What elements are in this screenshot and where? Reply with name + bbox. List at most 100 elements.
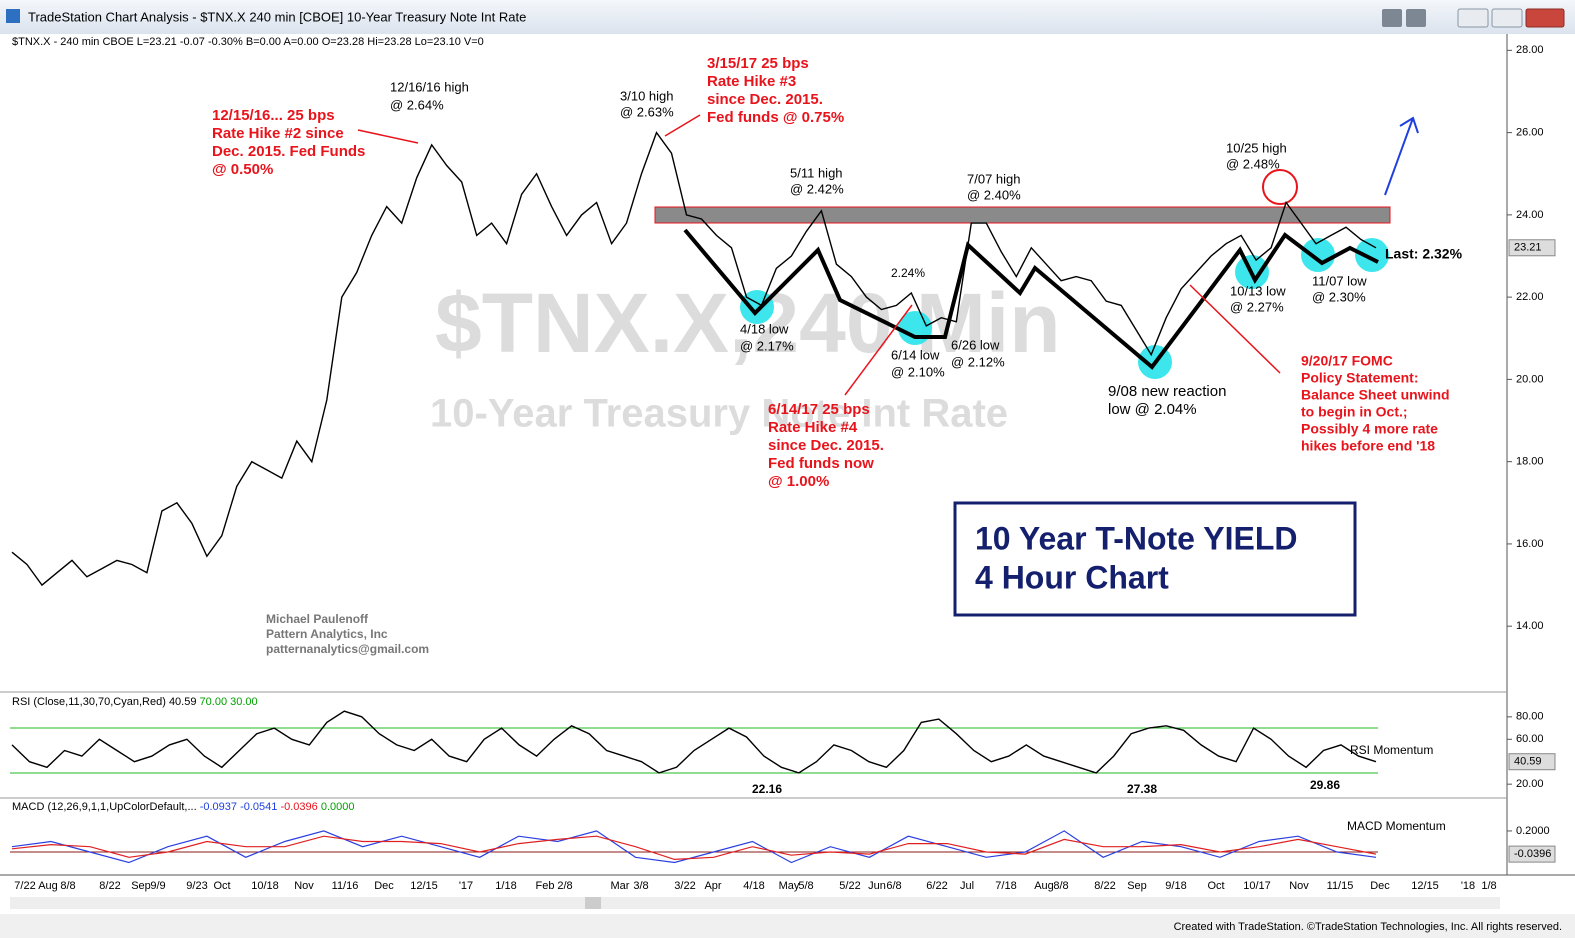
status-bar bbox=[0, 914, 1575, 938]
scroll-thumb[interactable] bbox=[585, 897, 601, 909]
annotation: @ 1.00% bbox=[768, 473, 829, 490]
low-marker bbox=[1355, 238, 1389, 272]
x-tick-label: 9/9 bbox=[150, 880, 165, 892]
header-part: -0.0937 bbox=[200, 801, 237, 813]
x-tick-label: 5/22 bbox=[839, 880, 860, 892]
annotation: @ 2.63% bbox=[620, 104, 674, 119]
credit: patternanalytics@gmail.com bbox=[266, 642, 429, 656]
x-tick-label: 7/18 bbox=[995, 880, 1016, 892]
credit: Pattern Analytics, Inc bbox=[266, 627, 388, 641]
pointer-line bbox=[664, 114, 701, 137]
pointer-line bbox=[357, 129, 419, 144]
annotation: Fed funds now bbox=[768, 455, 874, 472]
annotation: 9/08 new reaction bbox=[1108, 383, 1226, 400]
close-button[interactable] bbox=[1525, 8, 1565, 28]
annotation: low @ 2.04% bbox=[1108, 401, 1197, 418]
y-tick-label: 0.2000 bbox=[1516, 825, 1550, 837]
credit: Michael Paulenoff bbox=[266, 612, 369, 626]
annotation: 12/15/16... 25 bps bbox=[212, 107, 335, 124]
header-part: -0.0541 bbox=[240, 801, 277, 813]
minimize-button[interactable] bbox=[1457, 8, 1489, 28]
annotation: @ 2.40% bbox=[967, 187, 1021, 202]
y-tick-label: 60.00 bbox=[1516, 733, 1544, 745]
annotation: MACD Momentum bbox=[1347, 819, 1446, 833]
annotation: 2.24% bbox=[891, 266, 925, 280]
x-tick-label: '18 bbox=[1461, 880, 1475, 892]
x-tick-label: Jun bbox=[868, 880, 886, 892]
header-part: 40.59 bbox=[169, 696, 197, 708]
annotation: RSI Momentum bbox=[1350, 743, 1433, 757]
annotation: Rate Hike #4 bbox=[768, 419, 858, 436]
header-part: -0.0396 bbox=[280, 801, 317, 813]
annotation: 10/25 high bbox=[1226, 140, 1287, 155]
header-part: 0.0000 bbox=[321, 801, 355, 813]
y-tick-label: 16.00 bbox=[1516, 538, 1544, 550]
annotation: Dec. 2015. Fed Funds bbox=[212, 143, 365, 160]
annotation: @ 2.30% bbox=[1312, 289, 1366, 304]
annotation: 27.38 bbox=[1127, 782, 1157, 796]
x-tick-label: 6/8 bbox=[886, 880, 901, 892]
x-tick-label: 11/16 bbox=[332, 880, 359, 892]
annotation: since Dec. 2015. bbox=[707, 91, 823, 108]
x-tick-label: 9/23 bbox=[186, 880, 207, 892]
annotation: 5/11 high bbox=[790, 165, 843, 180]
y-tick-label: 20.00 bbox=[1516, 373, 1544, 385]
annotation: Rate Hike #2 since bbox=[212, 125, 344, 142]
x-tick-label: 10/18 bbox=[251, 880, 279, 892]
low-marker bbox=[1301, 238, 1335, 272]
price-line bbox=[11, 131, 1377, 587]
header-part: MACD (12,26,9,1,1,UpColorDefault,... bbox=[12, 801, 197, 813]
resistance-zone bbox=[654, 206, 1391, 224]
x-tick-label: 3/22 bbox=[674, 880, 695, 892]
annotation: Rate Hike #3 bbox=[707, 73, 796, 90]
x-tick-label: 8/22 bbox=[99, 880, 120, 892]
last-value: 40.59 bbox=[1514, 756, 1542, 768]
maximize-button[interactable] bbox=[1491, 8, 1523, 28]
x-tick-label: Dec bbox=[1370, 880, 1390, 892]
symbol-header: $TNX.X - 240 min CBOE L=23.21 -0.07 -0.3… bbox=[12, 36, 484, 48]
header-part: RSI (Close,11,30,70,Cyan,Red) bbox=[12, 696, 166, 708]
annotation: 4/18 low bbox=[740, 321, 789, 336]
x-tick-label: 12/15 bbox=[1411, 880, 1439, 892]
x-tick-label: 11/15 bbox=[1327, 880, 1354, 892]
x-tick-label: 4/18 bbox=[743, 880, 764, 892]
x-tick-label: Dec bbox=[374, 880, 394, 892]
annotation: 6/26 low bbox=[951, 337, 1000, 352]
last-value: -0.0396 bbox=[1514, 848, 1551, 860]
indicator-line bbox=[11, 835, 1377, 861]
annotation: hikes before end '18 bbox=[1301, 438, 1435, 454]
y-tick-label: 26.00 bbox=[1516, 127, 1544, 139]
x-tick-label: Aug bbox=[1034, 880, 1054, 892]
annotation: 3/10 high bbox=[620, 88, 674, 103]
watermark: 10-Year Treasury Note Int Rate bbox=[430, 392, 1008, 436]
x-tick-label: 10/17 bbox=[1243, 880, 1271, 892]
x-tick-label: 2/8 bbox=[557, 880, 572, 892]
chart-area bbox=[0, 34, 1575, 914]
y-tick-label: 20.00 bbox=[1516, 778, 1544, 790]
scrollbar[interactable] bbox=[10, 897, 1500, 909]
annotation: Fed funds @ 0.75% bbox=[707, 109, 844, 126]
x-tick-label: 8/8 bbox=[60, 880, 75, 892]
x-tick-label: 8/8 bbox=[1053, 880, 1068, 892]
title-bar bbox=[0, 0, 1575, 34]
x-tick-label: Sep bbox=[1127, 880, 1147, 892]
window-title: TradeStation Chart Analysis - $TNX.X 240… bbox=[28, 9, 526, 24]
symbol-button[interactable] bbox=[1382, 9, 1402, 27]
annotation: @ 0.50% bbox=[212, 161, 273, 178]
y-tick-label: 24.00 bbox=[1516, 209, 1544, 221]
annotation: 9/20/17 FOMC bbox=[1301, 353, 1393, 369]
annotation: @ 2.12% bbox=[951, 354, 1005, 369]
annotation: Possibly 4 more rate bbox=[1301, 421, 1438, 437]
annotation: 6/14 low bbox=[891, 347, 940, 362]
x-tick-label: Nov bbox=[1289, 880, 1309, 892]
up-arrow bbox=[1384, 116, 1419, 196]
annotation: Last: 2.32% bbox=[1385, 246, 1463, 262]
annotation: 7/07 high bbox=[967, 171, 1021, 186]
indicator-line bbox=[11, 830, 1377, 864]
menu-button[interactable] bbox=[1406, 9, 1426, 27]
y-tick-label: 22.00 bbox=[1516, 291, 1544, 303]
annotation: 3/15/17 25 bps bbox=[707, 55, 809, 72]
last-value-badge bbox=[1508, 845, 1556, 863]
annotation: @ 2.64% bbox=[390, 97, 444, 112]
x-tick-label: May bbox=[779, 880, 800, 892]
